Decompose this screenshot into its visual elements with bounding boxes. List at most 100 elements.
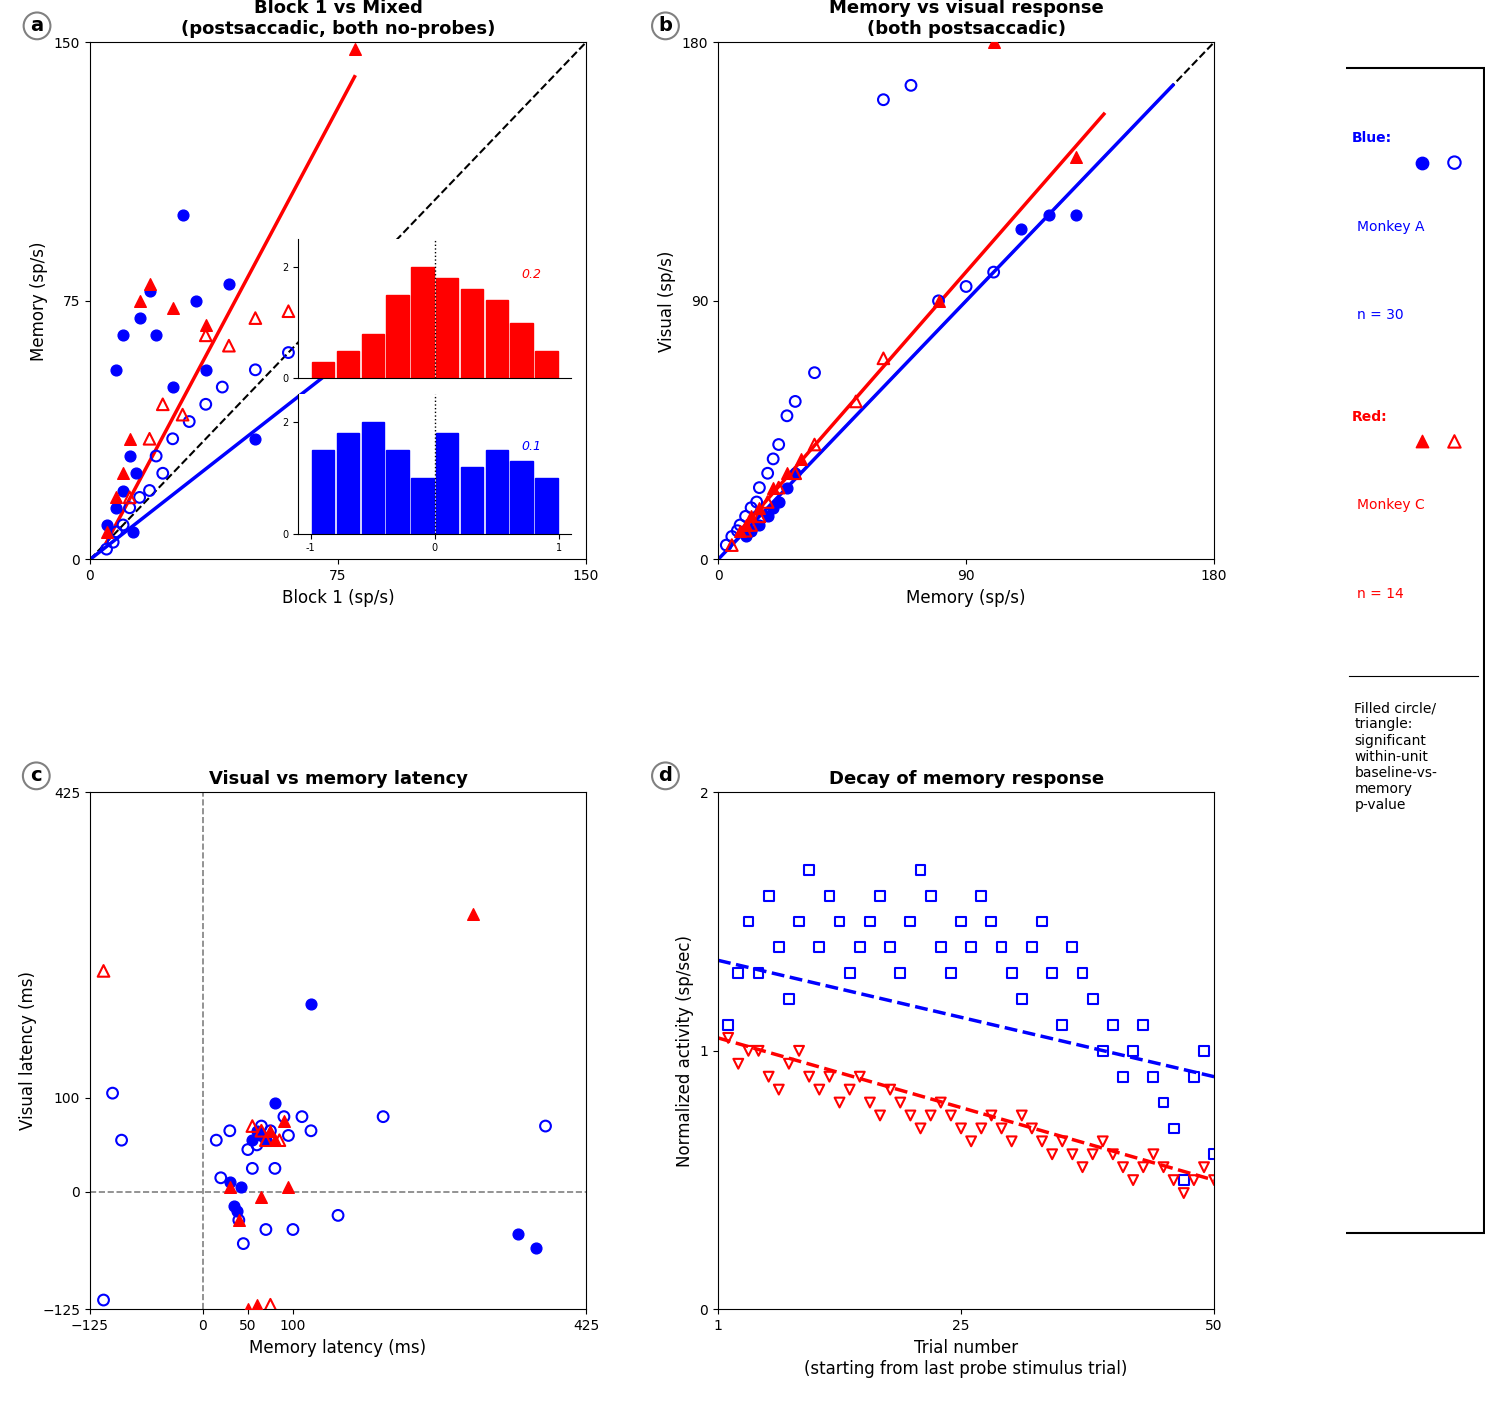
Point (122, 521, 146, 543)
Point (898, 910, 922, 932)
Point (1443, 431, 1467, 453)
Point (844, 390, 868, 413)
X-axis label: Memory latency (ms): Memory latency (ms) (249, 1339, 426, 1357)
Point (847, 1066, 871, 1088)
Point (276, 300, 300, 322)
Point (1172, 1181, 1196, 1204)
Point (225, 1200, 249, 1222)
X-axis label: Trial number
(starting from last probe stimulus trial): Trial number (starting from last probe s… (804, 1339, 1128, 1377)
Point (1152, 1156, 1176, 1178)
Point (276, 341, 300, 363)
Point (740, 520, 764, 542)
Point (326, 1204, 350, 1226)
Point (720, 534, 744, 556)
Point (236, 1298, 260, 1321)
Point (980, 1104, 1004, 1126)
Point (525, 1238, 549, 1260)
Point (728, 520, 752, 542)
Point (1152, 1091, 1176, 1114)
X-axis label: Block 1 (sp/s): Block 1 (sp/s) (282, 589, 394, 607)
Point (124, 462, 148, 484)
Point (871, 346, 895, 369)
Point (954, 275, 978, 297)
Point (370, 1105, 394, 1128)
Point (999, 1131, 1023, 1153)
Point (228, 1176, 252, 1198)
Point (276, 1176, 300, 1198)
Point (276, 1124, 300, 1146)
Point (244, 1133, 268, 1156)
Point (217, 1171, 242, 1194)
Point (756, 462, 780, 484)
Point (950, 1117, 974, 1139)
Point (1050, 1131, 1074, 1153)
Point (117, 428, 141, 451)
Point (837, 1079, 861, 1101)
Point (1090, 1131, 1114, 1153)
Point (152, 393, 176, 415)
Point (776, 462, 800, 484)
Point (160, 428, 184, 451)
Text: d: d (658, 766, 672, 786)
Text: n = 30: n = 30 (1358, 308, 1404, 322)
Point (217, 335, 242, 358)
Point (990, 1117, 1014, 1139)
Point (144, 445, 168, 467)
Point (747, 1039, 771, 1062)
Point (243, 428, 267, 451)
Text: Monkey C: Monkey C (1358, 498, 1425, 513)
Point (117, 497, 141, 520)
Point (898, 1104, 922, 1126)
Point (94, 514, 118, 536)
Point (789, 448, 813, 470)
Point (194, 324, 217, 346)
Point (298, 1119, 322, 1142)
Point (788, 910, 812, 932)
Point (847, 936, 871, 959)
Point (747, 476, 771, 498)
Y-axis label: Normalized activity (sp/sec): Normalized activity (sp/sec) (676, 935, 694, 1167)
Point (117, 486, 141, 508)
Title: Block 1 vs Mixed
(postsaccadic, both no-probes): Block 1 vs Mixed (postsaccadic, both no-… (182, 0, 495, 38)
Point (244, 1294, 268, 1316)
Point (94, 521, 118, 543)
Point (128, 486, 152, 508)
Point (249, 1115, 273, 1138)
Point (262, 1157, 286, 1180)
Point (756, 884, 780, 907)
Point (111, 514, 135, 536)
Point (194, 359, 217, 382)
Point (1060, 936, 1084, 959)
Point (802, 362, 826, 384)
Point (1040, 1143, 1064, 1166)
Point (240, 1115, 264, 1138)
Point (1030, 1131, 1054, 1153)
Point (807, 936, 831, 959)
Point (909, 859, 933, 881)
Point (1202, 1169, 1225, 1191)
Text: Monkey A: Monkey A (1358, 220, 1425, 234)
Point (160, 297, 184, 320)
Point (217, 1119, 242, 1142)
Point (1172, 1169, 1196, 1191)
Point (1182, 1066, 1206, 1088)
Point (262, 1129, 286, 1152)
Point (1010, 1104, 1034, 1126)
Point (462, 903, 486, 925)
Point (858, 910, 882, 932)
Point (1443, 152, 1467, 175)
Point (1202, 1143, 1225, 1166)
Text: Red:: Red: (1352, 410, 1388, 424)
Point (1020, 936, 1044, 959)
Point (720, 525, 744, 548)
Point (766, 434, 790, 456)
Point (898, 75, 922, 97)
Point (818, 884, 842, 907)
Point (999, 962, 1023, 984)
Point (1112, 1066, 1136, 1088)
Point (766, 491, 790, 514)
Point (927, 290, 951, 313)
Text: b: b (658, 17, 672, 35)
Point (1410, 431, 1434, 453)
Point (756, 1066, 780, 1088)
